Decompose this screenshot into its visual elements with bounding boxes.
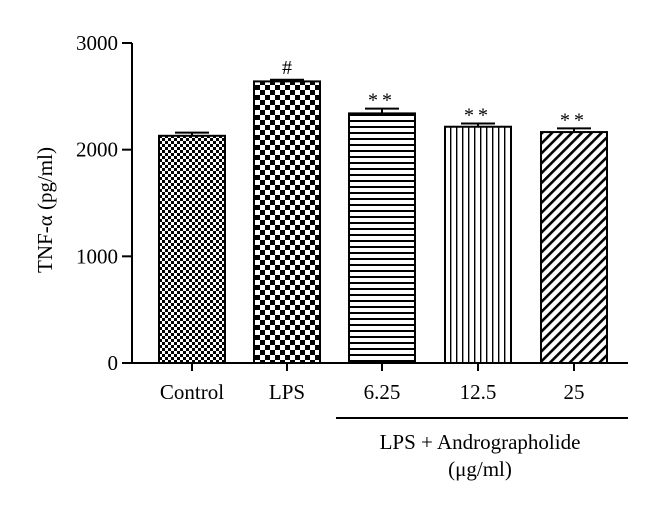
significance-marker-3: ** — [368, 90, 396, 112]
group-label-line1: LPS + Andrographolide — [380, 430, 581, 454]
x-tick-label-2: LPS — [269, 380, 305, 404]
significance-marker-5: ** — [560, 109, 588, 131]
x-tick-label-1: Control — [160, 380, 224, 404]
y-tick-label-0: 0 — [108, 351, 119, 375]
significance-marker-2: # — [282, 57, 292, 79]
y-tick-label-1000: 1000 — [76, 244, 118, 268]
bar-3 — [348, 112, 416, 365]
x-tick-label-4: 12.5 — [460, 380, 497, 404]
x-tick-label-5: 25 — [564, 380, 585, 404]
bar-2 — [253, 80, 321, 365]
bar-4 — [444, 125, 512, 364]
bar-1 — [158, 134, 226, 364]
group-label-line2: (μg/ml) — [448, 457, 512, 481]
y-tick-label-3000: 3000 — [76, 31, 118, 55]
significance-marker-4: ** — [464, 105, 492, 127]
y-axis-title: TNF-α (pg/ml) — [33, 147, 57, 273]
y-tick-label-2000: 2000 — [76, 138, 118, 162]
bar-5 — [540, 131, 608, 364]
x-tick-label-3: 6.25 — [364, 380, 401, 404]
